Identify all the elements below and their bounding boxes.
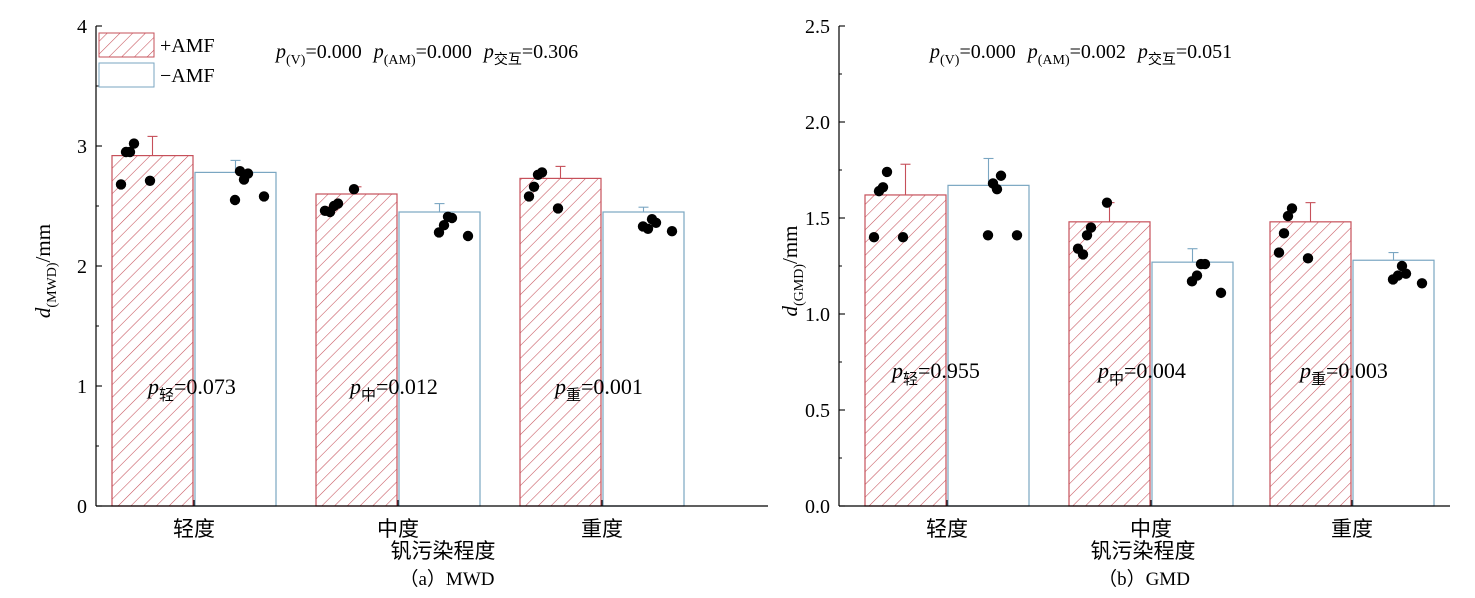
x-tick-label: 重度	[1331, 517, 1373, 541]
data-point	[1416, 278, 1428, 289]
group-p-value: p轻=0.955	[890, 358, 980, 388]
data-point	[1286, 203, 1298, 214]
data-point	[897, 232, 909, 243]
x-tick-label: 重度	[581, 517, 623, 541]
data-point	[987, 178, 999, 189]
bar	[111, 155, 194, 507]
y-tick-label: 1.0	[805, 304, 830, 326]
data-point	[1186, 276, 1198, 287]
data-point	[536, 167, 548, 178]
group-p-value: p重=0.001	[553, 374, 643, 404]
data-point	[115, 179, 127, 190]
data-point	[1215, 287, 1227, 299]
data-point	[242, 168, 254, 179]
anova-stats: p(V)=0.000 p(AM)=0.002 p交互=0.051	[928, 41, 1232, 68]
bar	[519, 177, 602, 507]
bar	[1068, 221, 1151, 507]
data-point	[881, 166, 893, 178]
x-tick-label: 中度	[1130, 517, 1172, 541]
data-point	[1273, 247, 1285, 258]
x-axis-title: 钒污染程度	[391, 539, 496, 563]
data-point	[650, 217, 662, 228]
y-axis-title: d(GMD)/mm	[778, 225, 807, 316]
data-point	[666, 226, 678, 237]
data-point	[1400, 268, 1412, 279]
bar	[602, 211, 685, 507]
data-point	[528, 181, 540, 192]
y-tick-label: 4	[77, 16, 87, 38]
data-point	[1081, 230, 1093, 241]
x-tick-label: 轻度	[926, 517, 968, 541]
x-axis-title: 钒污染程度	[1091, 539, 1196, 563]
x-tick-label: 轻度	[173, 517, 215, 541]
data-point	[229, 194, 241, 206]
bar	[1269, 221, 1352, 507]
group-p-value: p轻=0.073	[146, 374, 236, 404]
y-tick-label: 2	[77, 256, 87, 278]
data-point	[873, 185, 885, 197]
y-tick-label: 1.5	[805, 208, 830, 230]
legend: +AMF −AMF	[98, 32, 215, 88]
data-point	[523, 191, 535, 202]
data-point	[234, 166, 246, 177]
bar	[864, 194, 947, 507]
group-p-value: p重=0.003	[1298, 358, 1388, 388]
bar	[1151, 261, 1234, 507]
data-point	[1278, 228, 1290, 239]
bar	[1352, 259, 1435, 507]
x-tick-label: 中度	[377, 517, 419, 541]
data-point	[1387, 274, 1399, 285]
data-point	[995, 170, 1007, 181]
legend-label-amf-plus: +AMF	[160, 35, 215, 57]
y-tick-label: 0	[77, 496, 87, 518]
data-point	[552, 203, 564, 214]
data-point	[1396, 260, 1408, 272]
group-p-value: p中=0.012	[348, 374, 438, 404]
data-point	[868, 232, 880, 243]
data-point	[120, 146, 132, 158]
y-tick-label: 0.5	[805, 400, 830, 422]
group-p-value: p中=0.004	[1096, 358, 1186, 388]
data-point	[433, 227, 445, 238]
data-point	[1282, 210, 1294, 222]
y-tick-label: 0.0	[805, 496, 830, 518]
bar	[194, 171, 277, 507]
y-tick-label: 3	[77, 136, 87, 158]
y-tick-label: 1	[77, 376, 87, 398]
bar	[398, 211, 481, 507]
data-point	[1085, 222, 1097, 233]
data-point	[258, 191, 270, 202]
data-point	[982, 230, 994, 241]
data-point	[1011, 230, 1023, 241]
y-axis-title: d(MWD)/mm	[31, 224, 60, 318]
data-point	[462, 230, 474, 242]
legend-swatch-amf-minus	[98, 62, 155, 88]
data-point	[637, 221, 649, 232]
data-point	[128, 138, 140, 149]
data-point	[319, 205, 331, 216]
data-point	[144, 175, 156, 186]
legend-label-amf-minus: −AMF	[160, 65, 215, 87]
data-point	[348, 184, 360, 195]
data-point	[1302, 253, 1314, 264]
data-point	[1199, 258, 1211, 270]
anova-stats: p(V)=0.000 p(AM)=0.000 p交互=0.306	[274, 41, 578, 68]
bar	[315, 193, 398, 507]
y-tick-label: 2.0	[805, 112, 830, 134]
data-point	[332, 198, 344, 209]
legend-swatch-amf-plus	[98, 32, 155, 58]
figure-caption: （b）GMD	[1098, 568, 1190, 590]
data-point	[1101, 197, 1113, 208]
data-point	[1072, 243, 1084, 254]
y-tick-label: 2.5	[805, 16, 830, 38]
figure-caption: （a）MWD	[400, 568, 495, 590]
data-point	[446, 212, 458, 224]
